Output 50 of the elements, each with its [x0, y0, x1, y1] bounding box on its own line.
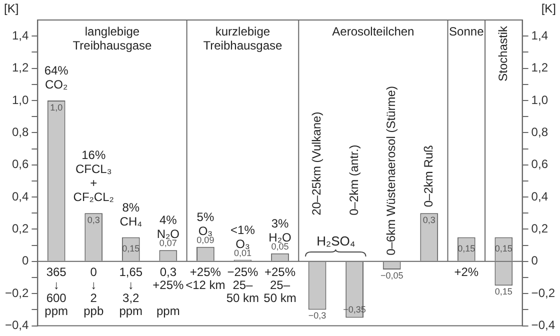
- y2-tick-label: 0,8: [531, 124, 548, 139]
- annotation: 0,15: [494, 286, 512, 297]
- y2-tick-label: 1,4: [531, 28, 548, 42]
- data-label: 1,0: [50, 102, 63, 112]
- y-tick-label: 1,2: [12, 60, 30, 75]
- y2-tick-label: 1,0: [531, 92, 548, 107]
- annotation: +25% 25– 50 km: [264, 264, 296, 305]
- y2-tick-label: 0: [531, 254, 538, 268]
- data-label: 0,07: [159, 238, 177, 248]
- y-axis-title: [K]: [4, 1, 19, 16]
- x-tick-label: 0–2km (antr.): [346, 144, 361, 216]
- y-tick-label: 0: [22, 254, 29, 268]
- x-tick-label: 20–25km (Vulkane): [310, 112, 324, 216]
- x-tick-label: 0–2km Ruß: [421, 145, 436, 208]
- y-tick-label: 0,2: [12, 222, 30, 236]
- annotation: 1,65 ↓ 3,2 ppm: [119, 264, 143, 318]
- y2-tick-label: 0,2: [531, 222, 548, 236]
- y2-tick-label: 1,2: [531, 60, 548, 75]
- annotation: 365 ↓ 600 ppm: [44, 264, 68, 318]
- data-label: 0,3: [422, 215, 436, 226]
- x-tick-label: Stochastik: [496, 25, 510, 82]
- annotation: langlebige Treibhausgase: [72, 24, 152, 52]
- data-label: −0,05: [380, 270, 404, 280]
- annotation: H₂SO₄: [316, 233, 356, 248]
- y2-tick-label: 0,6: [531, 157, 548, 172]
- y2-tick-label: 0,4: [531, 189, 548, 204]
- annotation: 0,3 +25% ppm: [152, 264, 184, 318]
- data-label: −0,3: [308, 310, 326, 321]
- y-tick-label: 1,0: [12, 92, 30, 107]
- x-tick-label: 8% CH₄: [120, 200, 142, 228]
- y-tick-label: 0,4: [12, 189, 30, 204]
- y-tick-label: −0,2: [4, 286, 29, 300]
- annotation: −25% 25– 50 km: [226, 264, 260, 305]
- y2-tick-label: −0,2: [531, 286, 556, 300]
- y-tick-label: −0,4: [4, 318, 29, 332]
- annotation: Aerosolteilchen: [332, 24, 414, 38]
- x-tick-label: 64% CO₂: [44, 63, 69, 92]
- y2-axis-title: [K]: [541, 1, 556, 16]
- x-tick-label: 16% CFCL₃ + CF₂CL₂: [73, 148, 114, 204]
- y2-tick-label: −0,4: [531, 318, 556, 332]
- annotation: +25% <12 km: [186, 264, 226, 292]
- y-tick-label: 1,4: [12, 28, 30, 42]
- x-tick-label: 0–6km Wüstenaerosol (Stürme): [384, 86, 398, 256]
- x-tick-label: Sonne: [449, 24, 484, 38]
- annotation: kurzlebige Treibhausgase: [203, 24, 283, 52]
- data-label: 0,3: [87, 215, 100, 226]
- y-tick-label: 0,8: [12, 124, 30, 139]
- annotation: 0 ↓ 2 ppb: [84, 264, 104, 318]
- annotation: +2%: [454, 264, 479, 279]
- y-tick-label: 0,6: [12, 157, 30, 172]
